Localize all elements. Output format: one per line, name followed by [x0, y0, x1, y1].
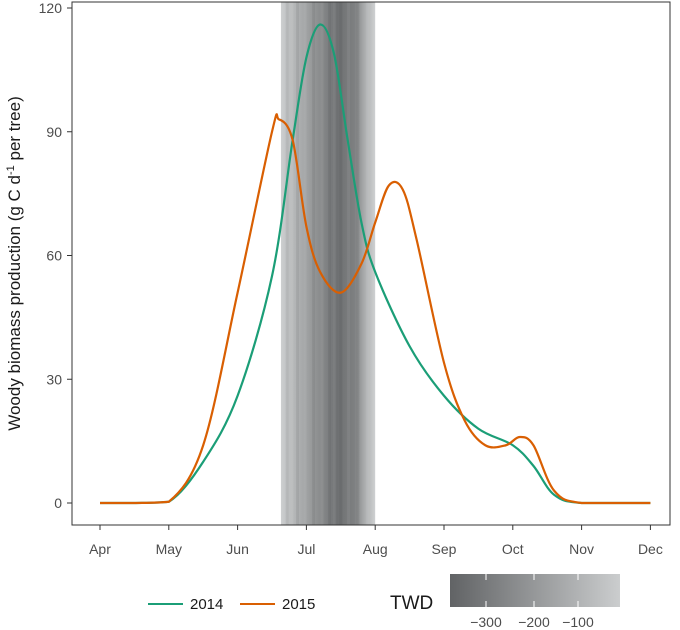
x-tick-label: Aug	[363, 541, 388, 557]
drought-band-stripe	[290, 2, 294, 525]
drought-band-rect	[280, 2, 376, 525]
series-legend: 2014 2015	[148, 596, 315, 613]
drought-band-stripe	[332, 2, 336, 525]
plot-panel	[71, 1, 671, 526]
twd-tick-label: −300	[470, 614, 502, 630]
legend-label-2015: 2015	[282, 596, 315, 613]
y-axis: 0 30 60 90 120	[39, 0, 72, 511]
series-line-2015	[100, 113, 651, 505]
series-line-2014	[100, 23, 651, 505]
drought-band-stripe	[296, 2, 300, 525]
x-tick-label: Nov	[569, 541, 594, 557]
x-axis: Apr May Jun Jul Aug Sep Oct Nov Dec	[89, 525, 663, 557]
twd-colorbar	[450, 574, 620, 607]
x-tick-label: Apr	[89, 541, 111, 557]
twd-tick-label: −100	[562, 614, 594, 630]
series-lines	[100, 23, 651, 505]
drought-band-stripe	[346, 2, 350, 525]
y-axis-title: Woody biomass production (g C d-1 per tr…	[5, 96, 24, 431]
y-axis-title-end: per tree)	[5, 96, 24, 165]
x-tick-label: Oct	[502, 541, 524, 557]
x-tick-label: May	[156, 541, 182, 557]
x-tick-label: Jul	[297, 541, 315, 557]
drought-band	[280, 2, 376, 525]
y-tick-label: 30	[46, 371, 62, 387]
drought-band-stripe	[339, 2, 343, 525]
drought-band-stripe	[312, 2, 316, 525]
twd-legend-title: TWD	[390, 593, 433, 614]
drought-band-stripe	[365, 2, 369, 525]
legend-label-2014: 2014	[190, 596, 223, 613]
y-tick-label: 90	[46, 124, 62, 140]
drought-band-stripe	[303, 2, 307, 525]
y-axis-title-sup: -1	[5, 165, 17, 175]
y-tick-label: 60	[46, 248, 62, 264]
drought-band-stripe	[285, 2, 289, 525]
drought-band-stripe	[328, 2, 332, 525]
x-tick-label: Sep	[432, 541, 457, 557]
drought-band-stripe	[320, 2, 324, 525]
y-axis-title-main: Woody biomass production (g C d	[5, 175, 24, 431]
twd-legend: TWD −300 −200 −100	[390, 574, 620, 630]
drought-band-stripe	[356, 2, 360, 525]
y-tick-label: 0	[54, 495, 62, 511]
twd-tick-label: −200	[518, 614, 550, 630]
x-tick-label: Dec	[638, 541, 663, 557]
x-tick-label: Jun	[226, 541, 249, 557]
y-tick-label: 120	[39, 0, 63, 16]
